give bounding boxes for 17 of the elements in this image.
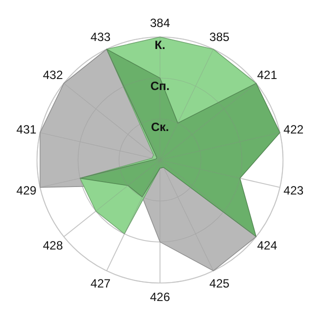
spoke-label: 423 bbox=[284, 184, 304, 198]
y-tick-label: К. bbox=[154, 38, 166, 52]
spoke-label: 424 bbox=[257, 238, 278, 253]
spoke-label: 429 bbox=[16, 184, 37, 198]
spoke-label: 431 bbox=[16, 122, 37, 137]
y-tick-label: Сп. bbox=[150, 79, 170, 93]
spoke-label: 385 bbox=[209, 30, 230, 44]
spoke-label: 425 bbox=[209, 276, 230, 291]
spoke-label: 433 bbox=[90, 30, 111, 44]
spoke-label: 428 bbox=[42, 238, 64, 253]
spoke-label: 421 bbox=[257, 68, 278, 82]
y-tick-label: Ск. bbox=[150, 120, 170, 134]
spoke-label: 432 bbox=[42, 68, 64, 82]
spoke-label: 422 bbox=[284, 122, 304, 137]
spoke-label: 427 bbox=[90, 276, 111, 291]
spoke-label: 384 bbox=[150, 16, 170, 30]
spoke-label: 426 bbox=[150, 290, 170, 304]
